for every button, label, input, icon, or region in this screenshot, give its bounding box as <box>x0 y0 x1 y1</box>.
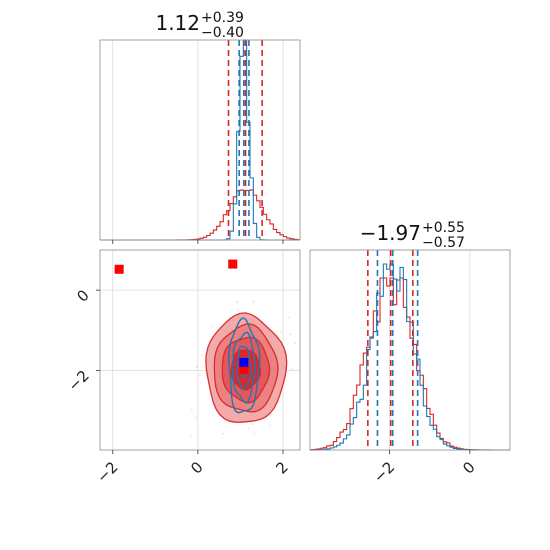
joint-contour-blue <box>232 331 256 404</box>
p2-title-main: −1.97 <box>360 221 421 245</box>
joint-sample <box>221 432 224 435</box>
joint-x-tick-label: 0 <box>187 458 206 477</box>
joint-x-tick-label: −2 <box>93 458 121 486</box>
joint-sample <box>253 432 256 435</box>
joint-marker-marker_red <box>114 264 124 274</box>
panel-p2-histogram-frame <box>309 249 511 451</box>
joint-sample <box>236 309 239 311</box>
joint-y-tick-label: −2 <box>64 367 92 395</box>
joint-marker-marker_red <box>228 259 238 269</box>
joint-marker-marker_blue <box>239 357 249 367</box>
joint-sample <box>189 435 192 438</box>
joint-sample <box>198 373 201 376</box>
joint-sample <box>268 424 271 427</box>
joint-sample <box>195 366 198 368</box>
joint-sample <box>252 300 255 303</box>
p2-title-plus: +0.55 <box>422 220 465 236</box>
right-x-tick-label: −2 <box>370 458 398 486</box>
joint-sample <box>269 414 272 417</box>
panel-joint-frame <box>99 249 301 451</box>
joint-contour-blue <box>228 317 261 414</box>
joint-sample <box>247 427 250 430</box>
p1-title-main: 1.12 <box>155 11 200 35</box>
joint-sample <box>294 342 297 345</box>
joint-sample <box>279 330 282 333</box>
joint-sample <box>251 423 254 425</box>
p1-title-plus: +0.39 <box>201 10 244 26</box>
joint-sample <box>291 368 294 370</box>
joint-sample <box>289 333 292 336</box>
p1-histogram-blue <box>100 39 300 241</box>
p2-title-minus: −0.57 <box>422 235 465 251</box>
joint-sample <box>194 416 197 419</box>
joint-x-tick-label: 2 <box>272 458 291 477</box>
joint-sample <box>236 301 238 303</box>
joint-sample <box>200 365 203 368</box>
joint-marker-marker_red <box>239 364 249 374</box>
p2-histogram-blue <box>310 263 510 451</box>
joint-contour-blue <box>236 345 252 390</box>
panel-p1-histogram-frame <box>99 39 301 241</box>
joint-y-tick-label: 0 <box>73 286 92 305</box>
quantile-layer <box>227 40 419 450</box>
joint-sample <box>190 409 193 412</box>
p1-histogram-red <box>100 189 300 241</box>
joint-sample <box>200 354 203 357</box>
joint-sample <box>287 316 290 319</box>
joint-sample <box>211 325 214 328</box>
grid-layer <box>100 40 471 450</box>
marker-layer <box>114 259 249 374</box>
p2-histogram-red <box>310 277 510 451</box>
right-x-tick-label: 0 <box>459 458 478 477</box>
p1-title-minus: −0.40 <box>201 25 244 41</box>
